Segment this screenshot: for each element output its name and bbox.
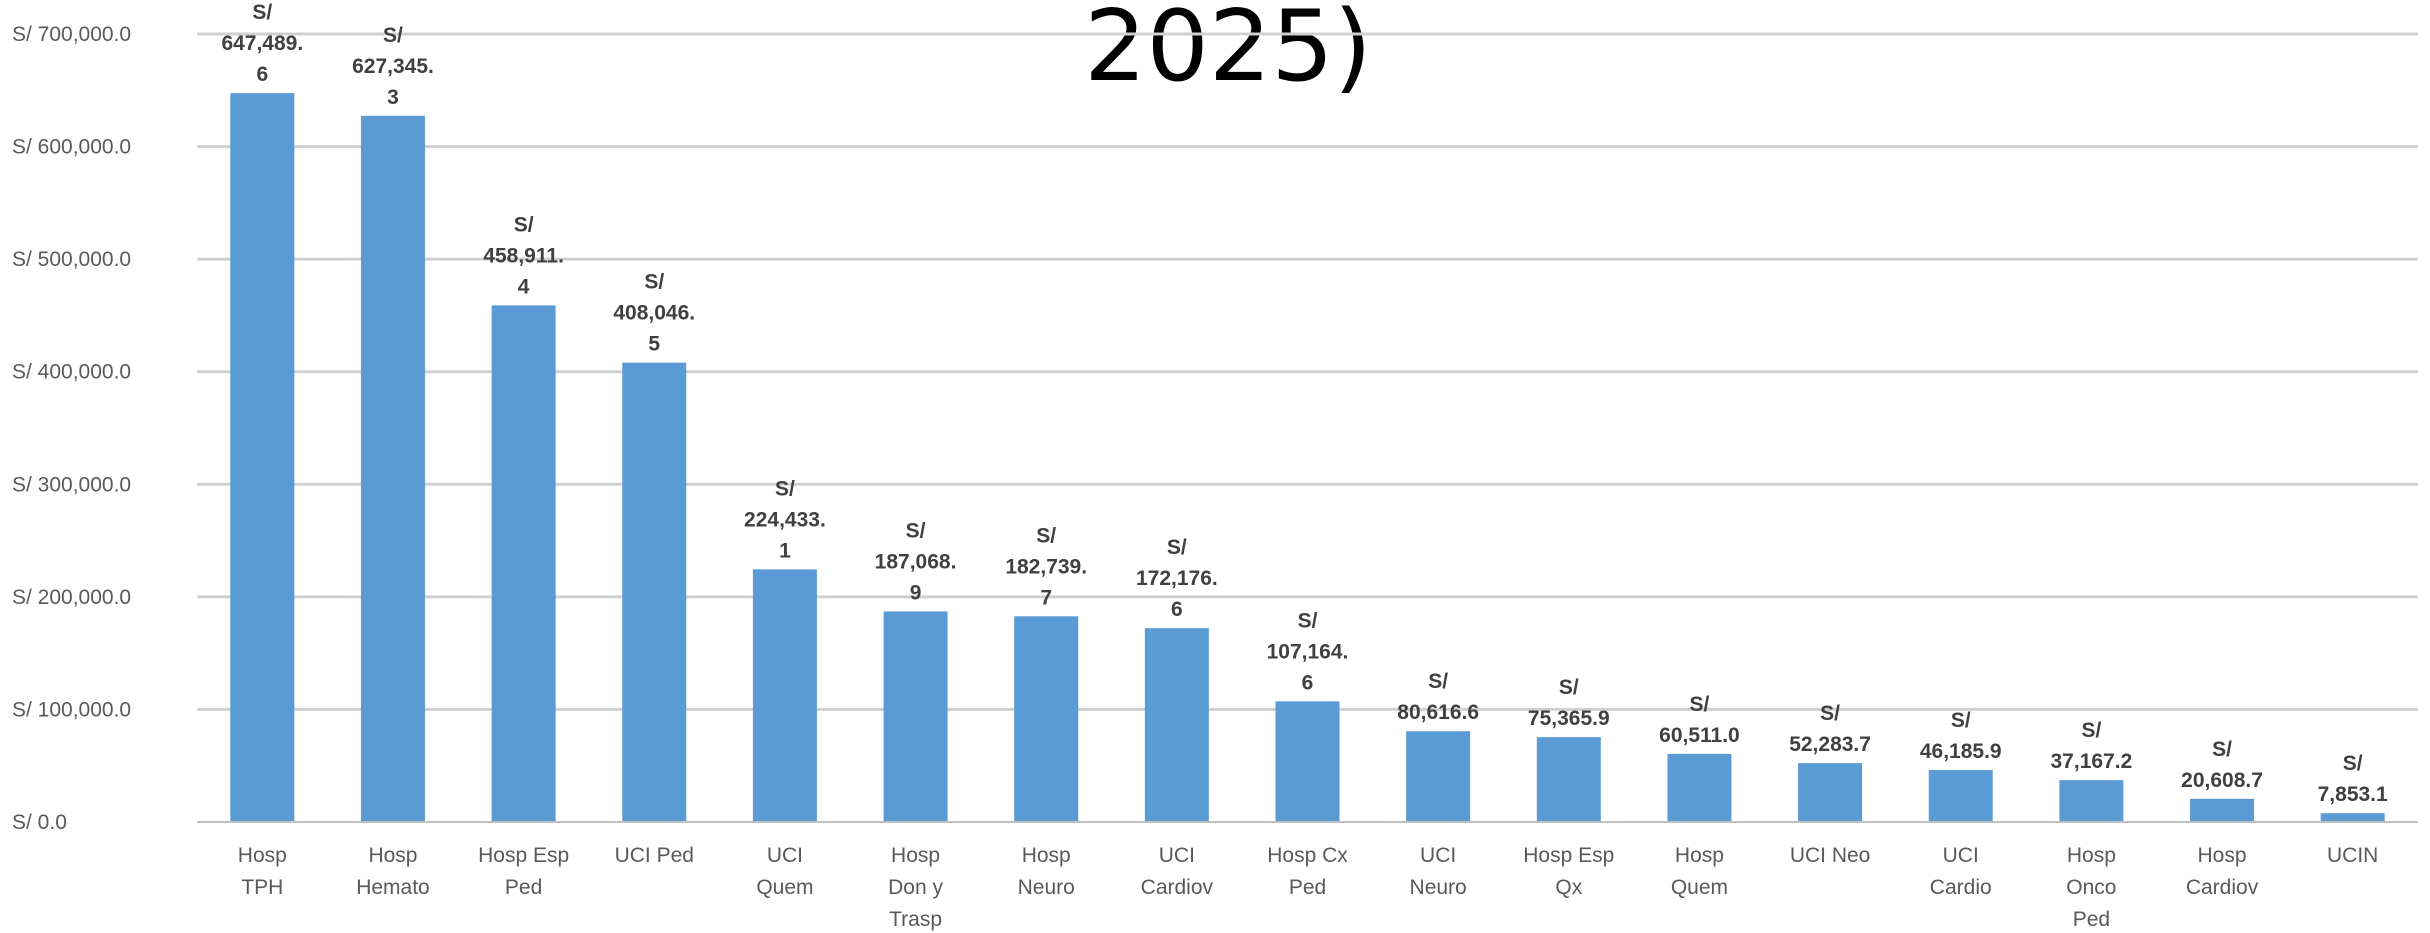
chart-title: 2025): [1084, 0, 1372, 104]
bar: [230, 93, 295, 823]
data-label: S/627,345. 3: [352, 24, 434, 109]
y-tick-label: S/ 0.0: [12, 811, 67, 834]
gridlines: [197, 32, 2418, 711]
data-label: S/647,489. 6: [221, 1, 303, 86]
data-label: S/224,433. 1: [744, 477, 826, 562]
data-label: S/172,176. 6: [1136, 536, 1218, 621]
category-label: UCI Quem: [756, 844, 813, 899]
y-tick-label: S/ 500,000.0: [12, 248, 131, 271]
data-label: S/408,046. 5: [613, 271, 695, 356]
data-label: S/7,853.1: [2318, 752, 2388, 806]
data-label: S/80,616.6: [1397, 670, 1479, 724]
bar: [752, 569, 817, 822]
y-axis-ticks: S/ 0.0 S/ 100,000.0 S/ 200,000.0 S/ 300,000…: [12, 23, 131, 834]
data-label: S/60,511.0: [1659, 693, 1740, 747]
category-label: UCI Neuro: [1410, 844, 1467, 899]
bars: [230, 93, 2385, 823]
category-labels: Hosp TPH Hosp Hemato Hosp Esp Ped UCI Ped UCI Qu…: [238, 844, 2379, 931]
data-label: S/458,911. 4: [483, 213, 564, 298]
category-label: Hosp Hemato: [356, 844, 430, 899]
bar: [360, 115, 425, 822]
bar: [1275, 701, 1340, 822]
data-label: S/75,365.9: [1528, 676, 1610, 730]
bar: [1014, 616, 1079, 822]
bar: [1144, 628, 1209, 822]
y-tick-label: S/ 300,000.0: [12, 473, 131, 496]
category-label: Hosp Cardiov: [2186, 844, 2259, 899]
bar: [2059, 780, 2124, 822]
data-label: S/37,167.2: [2051, 719, 2133, 773]
bar: [1536, 737, 1601, 822]
y-tick-label: S/ 400,000.0: [12, 361, 131, 384]
bar: [1406, 731, 1471, 822]
bar: [1928, 770, 1993, 822]
bar: [491, 305, 556, 823]
category-label: Hosp Onco Ped: [2066, 844, 2116, 931]
y-tick-label: S/ 200,000.0: [12, 586, 131, 609]
category-label: Hosp Quem: [1671, 844, 1728, 899]
category-label: Hosp Cx Ped: [1267, 844, 1348, 899]
data-label: S/107,164. 6: [1267, 609, 1349, 694]
category-label: UCIN: [2327, 844, 2378, 867]
bar: [2190, 798, 2255, 822]
bar: [883, 611, 948, 822]
y-tick-label: S/ 700,000.0: [12, 23, 131, 46]
y-tick-label: S/ 600,000.0: [12, 136, 131, 159]
category-label: UCI Cardiov: [1141, 844, 1214, 899]
y-tick-label: S/ 100,000.0: [12, 698, 131, 721]
category-label: UCI Neo: [1790, 844, 1871, 867]
bar: [1667, 753, 1732, 822]
bar: [2320, 813, 2385, 822]
category-label: Hosp Esp Qx: [1523, 844, 1614, 899]
category-label: Hosp Neuro: [1018, 844, 1075, 899]
category-label: UCI Cardio: [1930, 844, 1992, 899]
data-label: S/187,068. 9: [875, 519, 957, 604]
data-label: S/46,185.9: [1920, 709, 2002, 763]
category-label: Hosp Esp Ped: [478, 844, 569, 899]
bar: [1798, 763, 1863, 822]
bar: [622, 362, 687, 822]
category-label: Hosp Don y Trasp: [888, 844, 943, 931]
data-label: S/20,608.7: [2181, 738, 2263, 792]
data-labels: S/647,489. 6 S/627,345. 3 S/458,911. 4 S/408,0…: [221, 1, 2388, 806]
category-label: UCI Ped: [615, 844, 694, 867]
category-label: Hosp TPH: [238, 844, 287, 899]
data-label: S/182,739. 7: [1005, 524, 1087, 609]
data-label: S/52,283.7: [1789, 702, 1871, 756]
